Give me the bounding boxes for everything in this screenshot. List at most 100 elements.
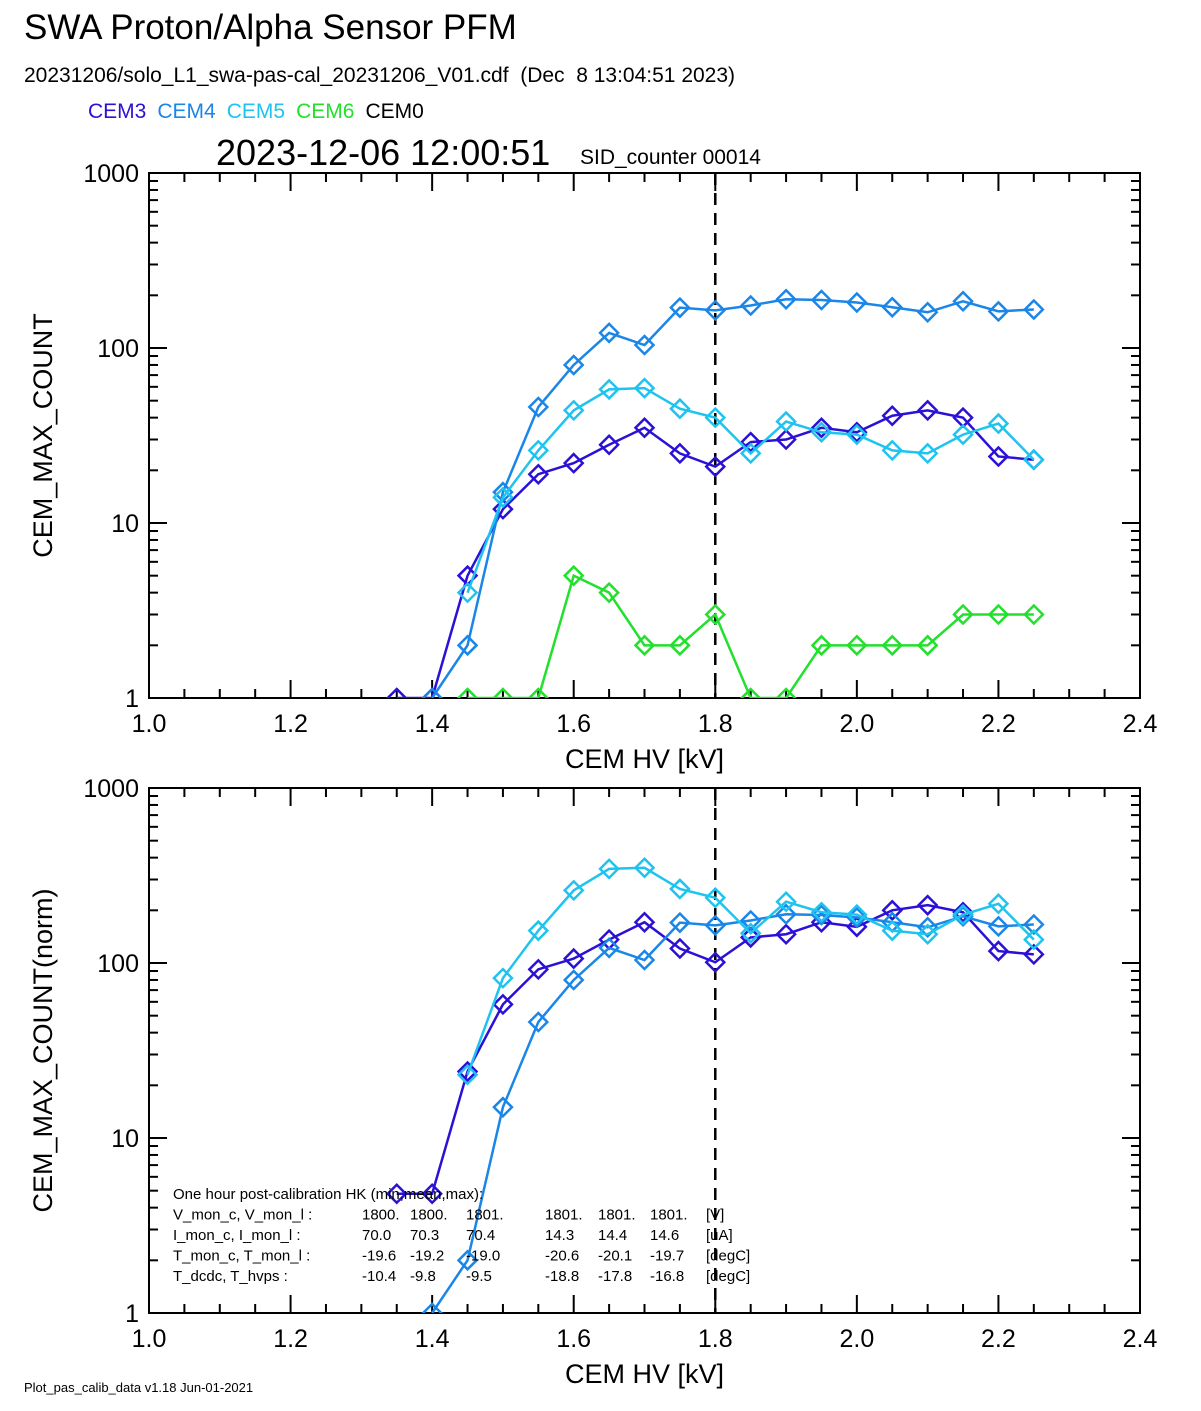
y-tick-label: 1000: [83, 160, 139, 188]
x-tick-label: 1.0: [132, 710, 167, 738]
data-point-cem3: [633, 417, 656, 439]
series-line-cem5: [466, 866, 1035, 1076]
legend-entry-cem4: CEM4: [157, 100, 216, 123]
data-point-cem3: [669, 937, 691, 960]
data-point-cem6: [1023, 603, 1045, 626]
data-point-cem4: [598, 322, 620, 344]
footer-version: Plot_pas_calib_data v1.18 Jun-01-2021: [24, 1380, 254, 1395]
data-point-cem5: [775, 890, 797, 913]
data-point-cem3: [421, 1183, 443, 1205]
data-point-cem4: [562, 969, 585, 991]
data-point-cem3: [775, 428, 797, 451]
info-box-cell: -20.6: [545, 1248, 579, 1265]
data-point-cem4: [987, 300, 1010, 323]
data-point-cem5: [810, 901, 833, 924]
info-box-cell: [degC]: [706, 1268, 750, 1285]
data-point-cem5: [739, 442, 762, 465]
data-point-cem4: [739, 294, 762, 317]
data-point-cem3: [633, 911, 656, 933]
x-tick-label: 2.2: [981, 1325, 1016, 1353]
data-point-cem6: [492, 687, 514, 698]
page-title: SWA Proton/Alpha Sensor PFM: [24, 8, 517, 47]
data-point-cem5: [527, 439, 550, 462]
data-point-cem5: [1023, 448, 1045, 471]
data-point-cem4: [704, 914, 727, 937]
data-point-cem5: [810, 421, 833, 444]
file-subtitle: 20231206/solo_L1_swa-pas-cal_20231206_V0…: [24, 64, 736, 87]
info-box-heading: One hour post-calibration HK (min,mean,m…: [173, 1186, 483, 1203]
data-point-cem3: [456, 1060, 479, 1083]
y-tick-label: 10: [111, 1125, 139, 1153]
data-point-cem4: [633, 949, 656, 971]
data-point-cem4: [1023, 298, 1045, 321]
info-box-cell: 1800.: [410, 1207, 448, 1224]
x-tick-label: 2.0: [839, 710, 874, 738]
data-point-cem5: [846, 423, 868, 446]
data-point-cem5: [562, 879, 585, 902]
info-box-cell: 1801.: [598, 1207, 636, 1224]
info-box-cell: 1801.: [545, 1207, 583, 1224]
data-point-cem4: [456, 634, 479, 657]
data-point-cem3: [562, 947, 585, 970]
data-point-cem3: [598, 433, 620, 456]
info-box-cell: 70.0: [362, 1227, 391, 1244]
info-box-cell: 1801.: [650, 1207, 688, 1224]
data-point-cem5: [916, 442, 939, 465]
data-point-cem4: [421, 1302, 443, 1313]
data-point-cem3: [987, 445, 1010, 468]
x-axis-label: CEM HV [kV]: [565, 1359, 724, 1389]
data-point-cem4: [846, 291, 868, 314]
data-point-cem4: [881, 296, 904, 318]
data-point-cem4: [775, 903, 797, 925]
data-point-cem5: [492, 967, 514, 989]
data-point-cem5: [669, 878, 691, 900]
data-point-cem5: [633, 857, 656, 879]
series-group: [385, 288, 1045, 698]
data-point-cem3: [916, 894, 939, 916]
data-point-cem3: [952, 901, 974, 924]
data-point-cem6: [952, 603, 974, 626]
data-point-cem6: [562, 564, 585, 587]
x-tick-label: 1.4: [415, 1325, 450, 1353]
x-tick-label: 1.2: [273, 710, 308, 738]
info-box-cell: -10.4: [362, 1268, 396, 1285]
data-point-cem3: [704, 951, 727, 974]
info-box-cell: -17.8: [598, 1268, 632, 1285]
data-point-cem5: [952, 423, 974, 446]
info-box-cell: [degC]: [706, 1248, 750, 1265]
data-point-cem4: [527, 1011, 550, 1033]
data-point-cem6: [598, 581, 620, 604]
info-box-cell: -19.0: [466, 1248, 500, 1265]
data-point-cem4: [527, 396, 550, 418]
data-point-cem5: [598, 858, 620, 880]
data-point-cem3: [739, 431, 762, 453]
data-point-cem5: [775, 410, 797, 433]
data-point-cem4: [562, 354, 585, 376]
info-box-cell: -19.7: [650, 1248, 684, 1265]
data-point-cem3: [385, 1183, 408, 1205]
legend-entry-cem6: CEM6: [296, 100, 355, 123]
info-box-cell: -19.6: [362, 1248, 396, 1265]
data-point-cem4: [810, 289, 833, 311]
data-point-cem3: [492, 993, 514, 1016]
data-point-cem4: [669, 296, 691, 319]
data-point-cem5: [704, 886, 727, 909]
legend: CEM3 CEM4 CEM5 CEM6 CEM0: [88, 100, 435, 124]
info-box-cell: -19.2: [410, 1248, 444, 1265]
x-tick-label: 1.0: [132, 1325, 167, 1353]
data-point-cem5: [598, 378, 620, 401]
legend-entry-cem0: CEM0: [365, 100, 424, 123]
x-tick-label: 2.2: [981, 710, 1016, 738]
x-tick-label: 2.4: [1123, 710, 1158, 738]
chart-panel-1: 1.0 1.2 1.4 1.6 1.8 2.0 2.2 2.4 1 10 100 1000 CEM HV…: [28, 160, 1157, 774]
x-tick-label: 1.8: [698, 1325, 733, 1353]
data-point-cem4: [598, 937, 620, 959]
info-box-cell: [V]: [706, 1207, 724, 1224]
data-point-cem5: [846, 903, 868, 926]
data-point-cem6: [456, 687, 479, 698]
x-tick-label: 1.4: [415, 710, 450, 738]
data-point-cem6: [527, 687, 550, 698]
info-box-cell: -9.8: [410, 1268, 436, 1285]
data-point-cem4: [633, 334, 656, 356]
data-point-cem3: [704, 455, 727, 478]
